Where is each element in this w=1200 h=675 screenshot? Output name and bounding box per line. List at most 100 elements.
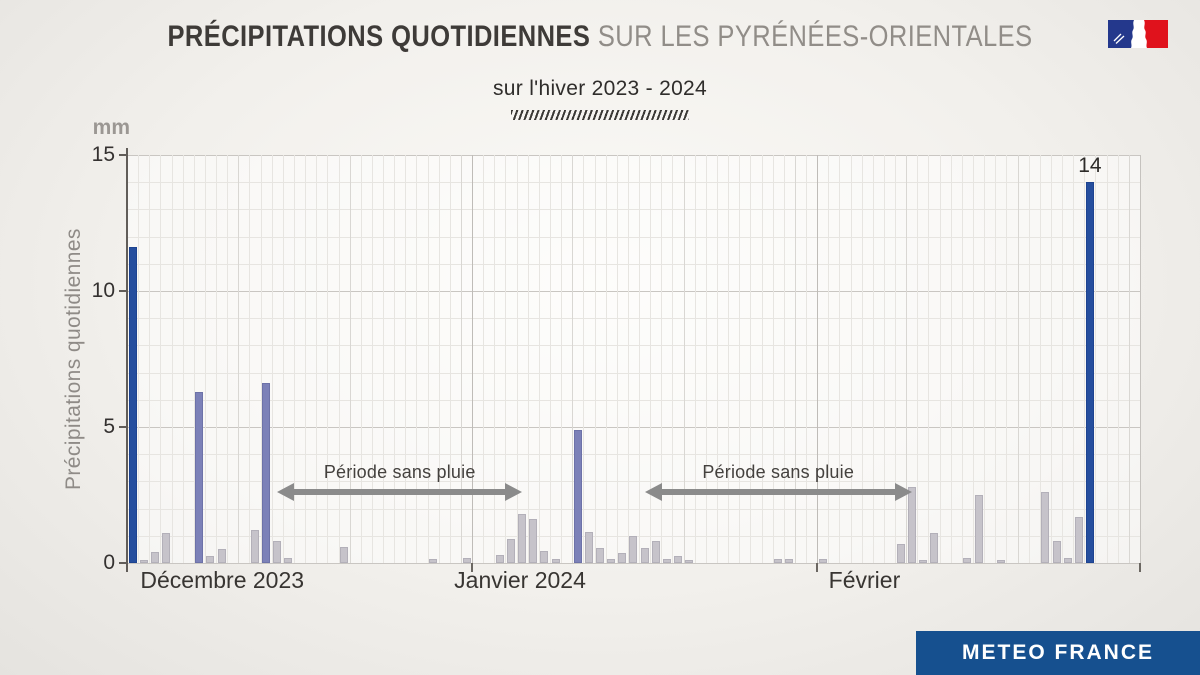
france-flag-icon — [1108, 20, 1168, 48]
v-gridline — [561, 155, 563, 563]
plot-area: 0 5 10 15 14 Période sans pluie Période sans p… — [92, 143, 1141, 574]
precip-bar — [618, 553, 627, 563]
v-gridline — [1039, 155, 1041, 563]
v-gridline — [550, 155, 551, 563]
v-gridline — [260, 155, 262, 563]
precip-bar — [128, 247, 137, 563]
v-gridline — [449, 155, 451, 563]
v-gridline — [672, 155, 674, 563]
v-gridline — [694, 155, 696, 563]
precip-bar — [685, 560, 694, 563]
v-gridline — [984, 155, 986, 563]
y-tick-label: 5 — [103, 415, 115, 438]
x-axis-labels: Décembre 2023 Janvier 2024 Février — [127, 567, 1140, 597]
v-gridline — [895, 155, 897, 563]
y-tick-label: 0 — [103, 551, 115, 574]
v-gridline — [705, 155, 707, 563]
v-gridline — [271, 155, 273, 563]
precip-bar — [195, 391, 204, 563]
v-gridline — [327, 155, 329, 563]
precip-bar — [674, 556, 683, 563]
precip-bar — [963, 557, 972, 563]
v-gridline — [639, 155, 641, 563]
v-gridline — [282, 155, 284, 563]
arrow-head-right-icon — [894, 483, 912, 502]
v-gridline — [438, 155, 440, 563]
v-gridline — [1128, 155, 1130, 563]
h-gridline — [127, 291, 1140, 292]
precip-bar — [629, 535, 638, 563]
precip-bar — [1041, 492, 1050, 563]
v-gridline — [383, 155, 385, 563]
month-label: Février — [828, 567, 901, 593]
v-gridline — [973, 155, 975, 563]
v-gridline — [1095, 155, 1097, 563]
v-gridline — [371, 155, 373, 563]
precip-bar — [551, 558, 560, 563]
republique-francaise-logo — [1108, 20, 1168, 48]
precip-bar — [573, 429, 582, 563]
v-gridline — [883, 155, 885, 563]
title-primary: PRÉCIPITATIONS QUOTIDIENNES — [167, 20, 591, 53]
v-gridline — [950, 155, 952, 563]
v-gridline — [828, 155, 830, 563]
h-gridline — [127, 318, 1140, 320]
v-gridline — [293, 155, 295, 563]
v-gridline — [349, 155, 351, 563]
precip-bar — [896, 543, 905, 563]
precip-bar — [774, 558, 783, 563]
v-gridline — [1050, 155, 1052, 563]
v-gridline — [249, 155, 251, 563]
v-gridline — [538, 155, 540, 563]
precip-bar — [1074, 516, 1083, 563]
h-gridline — [127, 345, 1140, 347]
precip-bar — [217, 549, 226, 563]
arrow-shaft — [658, 489, 898, 496]
page-subtitle: sur l'hiver 2023 - 2024 — [492, 77, 708, 100]
month-boundary-gridline — [472, 155, 474, 563]
precip-bar — [284, 557, 293, 563]
v-gridline — [305, 155, 307, 563]
v-gridline — [182, 155, 184, 563]
annotation-label: Période sans pluie — [323, 462, 476, 483]
y-tick-label: 15 — [91, 143, 115, 166]
v-gridline — [527, 155, 529, 563]
precip-bar — [596, 548, 605, 563]
precip-bar — [662, 558, 671, 563]
v-gridline — [761, 155, 763, 563]
v-gridline — [772, 155, 774, 563]
v-gridline — [149, 155, 151, 563]
v-gridline — [338, 155, 340, 563]
v-gridline — [783, 155, 785, 563]
annotation-label: Période sans pluie — [702, 462, 855, 483]
v-gridline — [716, 155, 718, 563]
precip-bar — [462, 557, 471, 563]
precip-bar — [651, 541, 660, 563]
v-gridline — [939, 155, 941, 563]
x-axis-tick — [471, 563, 474, 572]
y-axis-tick — [119, 426, 127, 428]
v-gridline — [1062, 155, 1064, 563]
v-gridline — [193, 155, 195, 563]
precip-bar — [607, 558, 616, 563]
h-gridline — [127, 209, 1140, 211]
y-axis-tick — [119, 562, 127, 564]
v-gridline — [961, 155, 963, 563]
v-gridline — [394, 155, 396, 563]
v-gridline — [216, 155, 218, 563]
precip-bar — [996, 560, 1005, 563]
v-gridline — [227, 155, 229, 563]
v-gridline — [583, 155, 585, 563]
v-gridline — [850, 155, 852, 563]
v-gridline — [238, 155, 240, 563]
y-axis-unit-label: mm — [92, 116, 130, 139]
precip-bar — [1052, 541, 1061, 563]
v-gridline — [1117, 155, 1119, 563]
y-tick-label: 10 — [91, 279, 115, 302]
bar-value-label: 14 — [1078, 154, 1102, 178]
v-gridline — [1017, 155, 1019, 563]
v-gridline — [683, 155, 685, 563]
arrow-head-left-icon — [277, 483, 295, 502]
arrow-shaft — [291, 489, 509, 496]
